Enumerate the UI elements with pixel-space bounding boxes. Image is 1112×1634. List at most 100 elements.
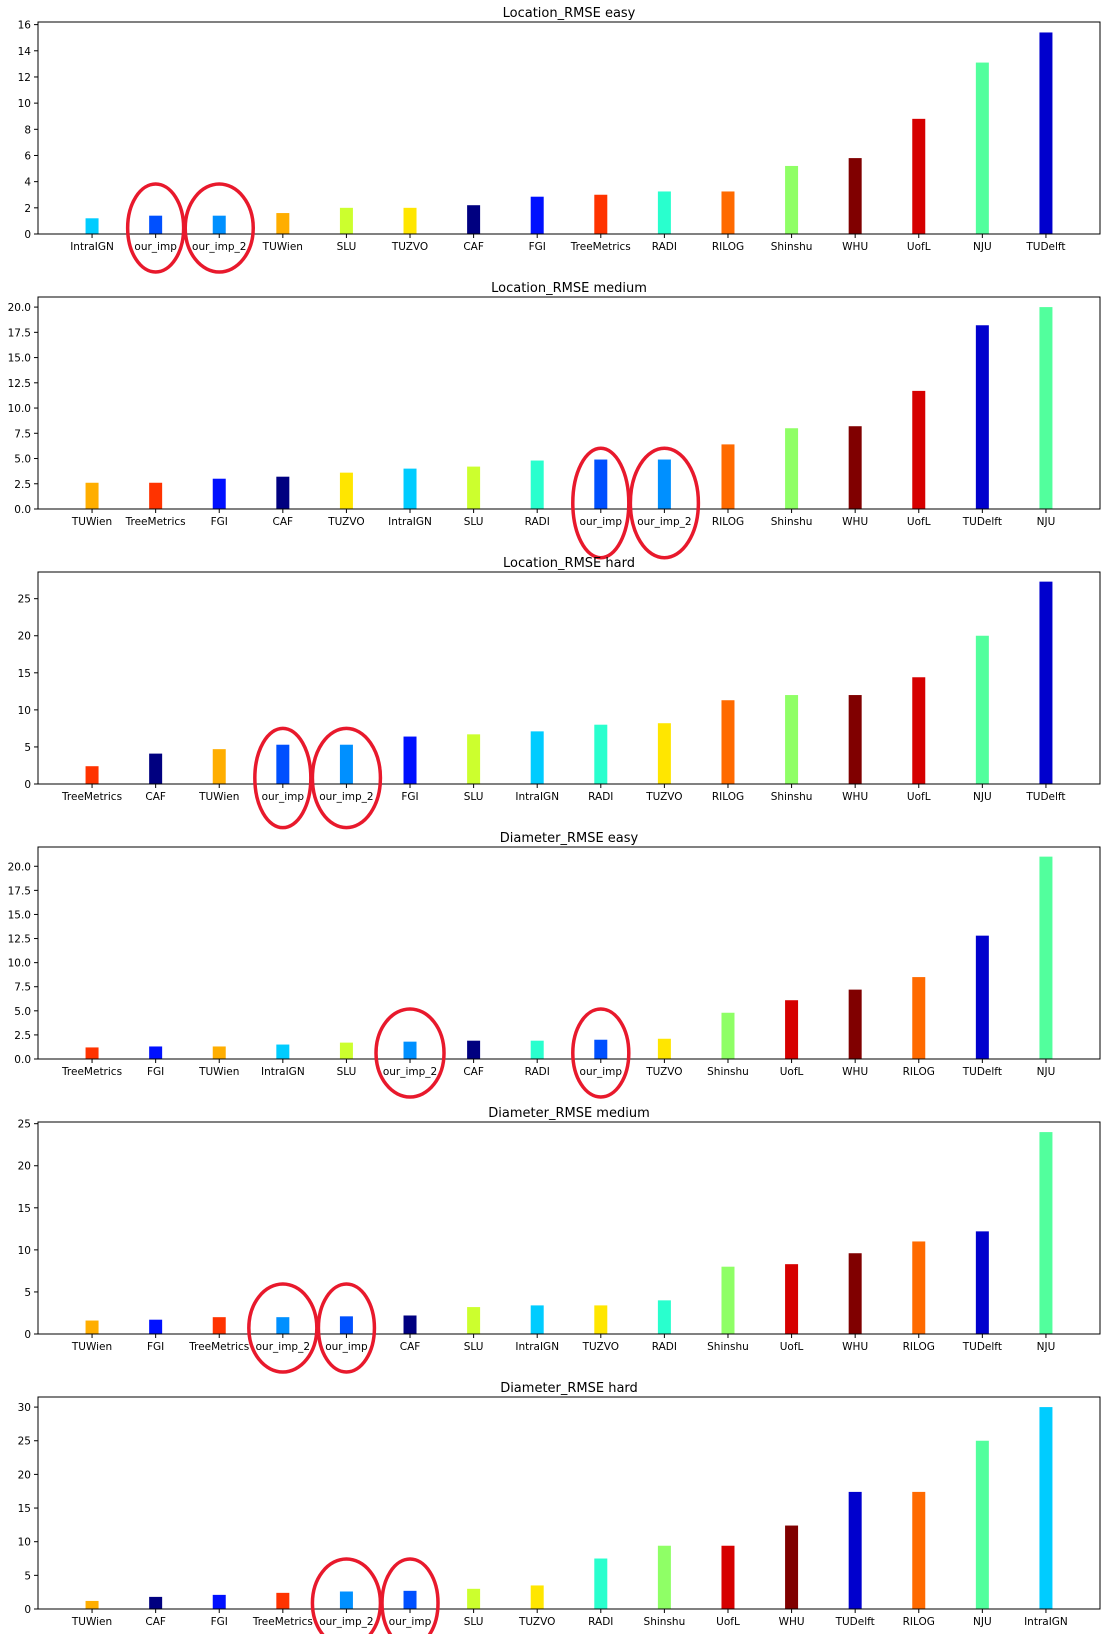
bar (403, 468, 417, 509)
x-tick-label: TUDelft (1025, 241, 1065, 253)
y-tick-label: 15.0 (8, 353, 31, 365)
bar (721, 1545, 735, 1609)
x-tick-label: CAF (400, 1341, 421, 1353)
x-tick-label: our_imp (262, 791, 305, 803)
x-tick-label: TUZVO (645, 1066, 682, 1078)
bar (1039, 856, 1053, 1059)
x-tick-label: our_imp (134, 241, 177, 253)
bar (149, 753, 163, 784)
bar (657, 459, 671, 509)
bar (785, 1000, 799, 1059)
highlight-circle (628, 446, 701, 560)
y-tick-label: 17.5 (8, 885, 31, 897)
bar (85, 482, 99, 509)
bar (657, 1545, 671, 1609)
x-tick-label: RILOG (712, 791, 744, 803)
x-tick-label: IntraIGN (261, 1066, 305, 1078)
y-tick-label: 10 (18, 98, 31, 110)
bar (85, 1320, 99, 1334)
bar (403, 1041, 417, 1059)
y-tick-label: 10 (18, 1537, 31, 1549)
x-tick-label: UofL (907, 516, 931, 528)
y-tick-label: 20 (18, 631, 31, 643)
bar (467, 205, 481, 234)
y-tick-label: 5 (24, 1287, 31, 1299)
x-tick-label: Shinshu (707, 1066, 749, 1078)
x-tick-label: IntraIGN (515, 791, 559, 803)
x-tick-label: TreeMetrics (125, 516, 186, 528)
x-tick-label: CAF (145, 791, 166, 803)
bar (403, 1590, 417, 1609)
y-tick-label: 4 (24, 177, 31, 189)
x-tick-label: RILOG (903, 1616, 935, 1628)
highlight-circle (316, 1282, 377, 1374)
x-tick-label: Shinshu (771, 516, 813, 528)
x-tick-label: WHU (842, 1341, 868, 1353)
x-tick-label: TreeMetrics (61, 791, 122, 803)
y-tick-label: 6 (24, 150, 31, 162)
bar (1039, 32, 1053, 235)
bar (530, 1585, 544, 1609)
x-tick-label: IntraIGN (70, 241, 114, 253)
bar (467, 1588, 481, 1609)
bar (975, 635, 989, 784)
x-tick-label: UofL (780, 1341, 804, 1353)
x-tick-label: TUZVO (518, 1616, 555, 1628)
bar (975, 62, 989, 234)
x-tick-label: IntraIGN (515, 1341, 559, 1353)
bar (1039, 1132, 1053, 1334)
y-tick-label: 25 (18, 1119, 31, 1131)
bar (149, 1596, 163, 1609)
x-tick-label: WHU (842, 516, 868, 528)
x-tick-label: Shinshu (707, 1341, 749, 1353)
x-tick-label: UofL (907, 241, 931, 253)
bar (467, 734, 481, 784)
x-tick-label: TUDelft (835, 1616, 875, 1628)
x-tick-label: UofL (907, 791, 931, 803)
y-tick-label: 10.0 (8, 958, 31, 970)
bar (212, 215, 226, 234)
x-tick-label: FGI (211, 1616, 228, 1628)
bar (403, 1315, 417, 1334)
x-tick-label: our_imp (389, 1616, 432, 1628)
bar (530, 1305, 544, 1334)
x-tick-label: our_imp_2 (637, 516, 691, 528)
x-tick-label: TUZVO (391, 241, 428, 253)
y-tick-label: 5 (24, 1570, 31, 1582)
y-tick-label: 15.0 (8, 909, 31, 921)
bar (339, 744, 353, 784)
bar (403, 736, 417, 784)
chart-title: Diameter_RMSE hard (500, 1381, 638, 1396)
x-tick-label: TUDelft (962, 1066, 1002, 1078)
y-tick-label: 10 (18, 1245, 31, 1257)
axes-frame (37, 296, 1101, 510)
x-tick-label: SLU (464, 1616, 484, 1628)
x-tick-label: NJU (1037, 1066, 1056, 1078)
x-tick-label: our_imp_2 (383, 1066, 437, 1078)
bar (594, 1558, 608, 1609)
bar (721, 444, 735, 509)
highlight-circle (183, 182, 255, 274)
bar (721, 700, 735, 784)
bar (339, 207, 353, 234)
y-tick-label: 5 (24, 742, 31, 754)
y-tick-label: 8 (24, 124, 31, 136)
bar (848, 1491, 862, 1609)
x-tick-label: CAF (145, 1616, 166, 1628)
x-tick-label: TUWien (71, 1341, 112, 1353)
bar (848, 989, 862, 1059)
y-tick-label: 7.5 (14, 428, 31, 440)
x-tick-label: WHU (842, 791, 868, 803)
x-tick-label: our_imp_2 (319, 1616, 373, 1628)
bar (467, 1307, 481, 1334)
x-tick-label: CAF (273, 516, 294, 528)
axes-frame (37, 21, 1101, 235)
x-tick-label: RADI (652, 241, 677, 253)
bar (594, 459, 608, 509)
x-tick-label: FGI (147, 1066, 164, 1078)
y-tick-label: 0.0 (14, 1054, 31, 1066)
axes-frame (37, 1396, 1101, 1610)
axes-frame (37, 1121, 1101, 1335)
y-tick-label: 12.5 (8, 378, 31, 390)
y-tick-label: 5.0 (14, 1006, 31, 1018)
